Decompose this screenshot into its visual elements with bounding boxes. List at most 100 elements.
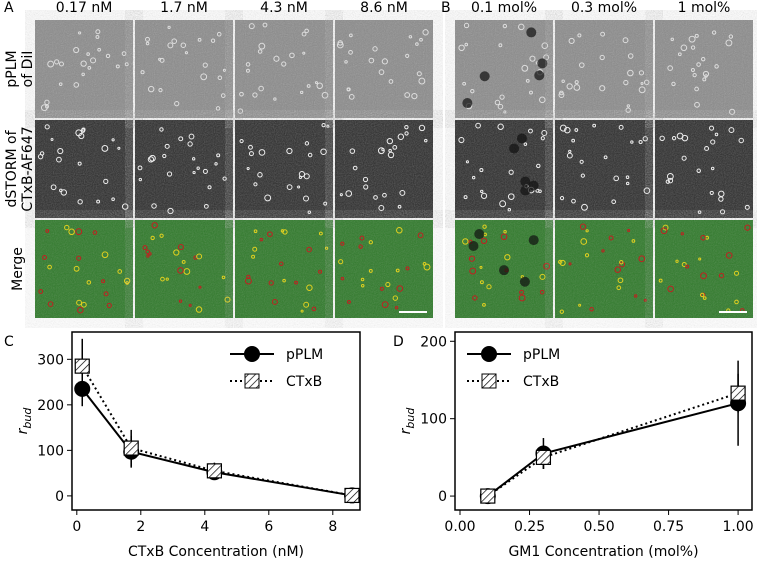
vesicle bbox=[559, 196, 565, 201]
vesicle bbox=[627, 69, 634, 77]
vesicle bbox=[111, 197, 115, 201]
vesicle bbox=[146, 254, 150, 258]
vesicle bbox=[559, 309, 564, 314]
vesicle bbox=[638, 139, 643, 145]
vesicle bbox=[140, 70, 145, 75]
vesicle bbox=[360, 284, 365, 288]
vesicle bbox=[540, 136, 545, 141]
vesicle bbox=[521, 64, 529, 72]
vesicle bbox=[321, 123, 326, 128]
vesicle bbox=[497, 123, 504, 130]
marker bbox=[206, 463, 222, 479]
vesicle bbox=[258, 42, 266, 50]
column-label: 1 mol% bbox=[678, 0, 731, 16]
vesicle bbox=[405, 266, 410, 271]
vesicle bbox=[340, 241, 345, 246]
vesicle bbox=[543, 54, 550, 61]
vesicle bbox=[248, 23, 255, 30]
vesicle bbox=[148, 252, 152, 256]
vesicle bbox=[462, 238, 469, 245]
vesicle bbox=[207, 185, 212, 190]
vesicle bbox=[216, 153, 221, 158]
x-tick-label: 0.00 bbox=[444, 519, 475, 535]
vesicle bbox=[248, 151, 254, 157]
vesicle bbox=[171, 38, 178, 44]
vesicle bbox=[282, 278, 286, 283]
vesicle bbox=[463, 195, 468, 200]
vesicle bbox=[507, 193, 515, 200]
vesicle bbox=[702, 70, 710, 78]
vesicle bbox=[158, 57, 162, 61]
dark-spot bbox=[528, 180, 539, 191]
legend-marker bbox=[244, 373, 260, 389]
vesicle bbox=[298, 175, 303, 179]
x-tick-label: 1.00 bbox=[723, 519, 754, 535]
vesicle bbox=[323, 201, 328, 206]
dark-spot bbox=[519, 276, 530, 287]
vesicle bbox=[397, 133, 405, 140]
vesicle bbox=[392, 295, 399, 301]
vesicle bbox=[633, 294, 638, 298]
vesicle bbox=[183, 268, 191, 275]
vesicle bbox=[166, 171, 173, 177]
x-axis-label: GM1 Concentration (mol%) bbox=[508, 544, 698, 560]
vesicle bbox=[568, 37, 575, 44]
vesicle bbox=[258, 149, 266, 156]
vesicle bbox=[694, 101, 700, 108]
y-tick-label: 0 bbox=[55, 489, 64, 505]
vesicle bbox=[147, 85, 155, 93]
vesicle bbox=[592, 123, 597, 128]
micrograph-texture bbox=[655, 20, 753, 118]
vesicle bbox=[700, 234, 706, 241]
vesicle bbox=[103, 291, 109, 297]
vesicle bbox=[257, 172, 263, 178]
vesicle bbox=[248, 144, 253, 150]
vesicle bbox=[688, 35, 696, 43]
vesicle bbox=[671, 81, 676, 87]
vesicle bbox=[167, 25, 171, 30]
vesicle bbox=[601, 249, 605, 253]
vesicle bbox=[738, 137, 744, 144]
vesicle bbox=[508, 169, 514, 175]
vesicle bbox=[56, 156, 62, 163]
vesicle bbox=[504, 254, 511, 261]
y-axis-label-sub: bud bbox=[21, 407, 34, 429]
vesicle bbox=[529, 55, 536, 62]
vesicle bbox=[321, 91, 329, 99]
column-label: 0.3 mol% bbox=[571, 0, 637, 16]
vesicle bbox=[579, 223, 587, 230]
x-tick-label: 8 bbox=[328, 519, 337, 535]
vesicle bbox=[271, 298, 278, 305]
legend-marker bbox=[481, 346, 497, 362]
micrograph-texture bbox=[135, 120, 233, 218]
dark-spot bbox=[498, 265, 509, 276]
vesicle bbox=[675, 259, 679, 263]
micrograph-texture bbox=[235, 120, 333, 218]
vesicle bbox=[395, 268, 400, 273]
vesicle bbox=[578, 303, 582, 307]
vesicle bbox=[728, 108, 736, 115]
vesicle bbox=[499, 94, 505, 100]
vesicle bbox=[694, 33, 699, 38]
panel-letter: C bbox=[4, 334, 14, 350]
vesicle bbox=[336, 41, 344, 49]
micrograph-texture bbox=[655, 120, 753, 218]
vesicle bbox=[388, 148, 392, 153]
vesicle bbox=[463, 22, 470, 29]
vesicle bbox=[73, 82, 80, 88]
vesicle bbox=[64, 224, 70, 231]
vesicle bbox=[177, 244, 184, 251]
micrograph-texture bbox=[555, 120, 653, 218]
vesicle bbox=[559, 124, 567, 132]
vesicle bbox=[625, 175, 630, 179]
vesicle bbox=[694, 86, 699, 92]
vesicle bbox=[619, 261, 626, 268]
vesicle bbox=[677, 52, 682, 57]
vesicle bbox=[124, 62, 129, 67]
vesicle bbox=[324, 246, 329, 250]
vesicle bbox=[704, 74, 708, 78]
row-label: pPLM bbox=[4, 50, 20, 87]
vesicle bbox=[117, 146, 121, 150]
vesicle bbox=[685, 264, 690, 269]
vesicle bbox=[667, 177, 674, 184]
